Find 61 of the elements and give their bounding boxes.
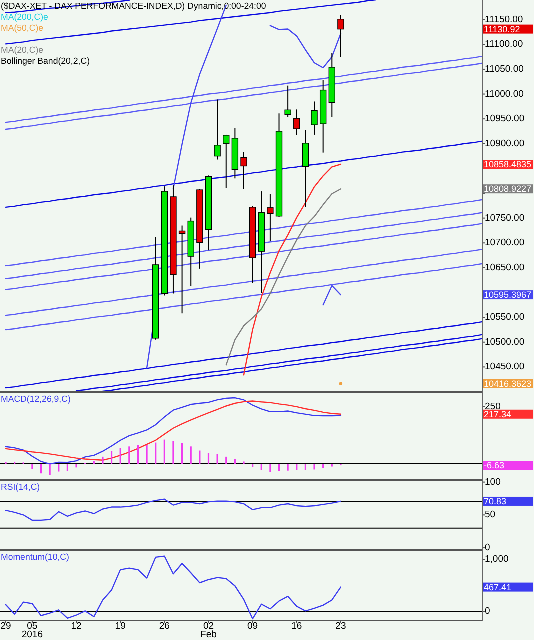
y-tick-label: 10950.00 [485, 114, 525, 125]
candlestick [267, 194, 274, 242]
x-tick-label: 19 [115, 621, 126, 632]
text: RSI(14,C) [1, 482, 40, 492]
candlestick [302, 130, 310, 208]
candlestick [214, 99, 221, 160]
y-tick-label: 1,000 [485, 554, 509, 566]
candlestick [284, 85, 292, 118]
y-tick-label: 467.41 [484, 582, 512, 592]
candlestick [338, 14, 344, 58]
candlestick [311, 101, 318, 136]
text: MA(20,C)e [1, 45, 44, 55]
x-tick-label: 29 [0, 621, 12, 632]
y-tick-label: 10595.3967 [484, 290, 532, 300]
x-tick-label: 02 Feb [200, 621, 217, 640]
x-tick-label: 26 [159, 621, 170, 632]
line-series [5, 321, 482, 389]
y-tick-label: 0 [485, 606, 490, 618]
line-series [5, 248, 482, 316]
line-series [5, 498, 342, 522]
y-tick-label: 100 [485, 476, 501, 488]
candlestick [294, 109, 300, 136]
text: Momentum(10,C) [1, 552, 70, 562]
y-tick-label: 70.83 [484, 496, 507, 506]
candlestick [240, 152, 248, 190]
x-tick-label: 09 [248, 621, 258, 632]
x-tick-label: 16 [292, 621, 302, 632]
x-tick-label: 12 [71, 621, 82, 632]
y-tick-label: 10550.00 [485, 312, 525, 324]
line-series [5, 263, 482, 331]
y-tick-label: 10450.00 [485, 362, 525, 373]
line-series [5, 199, 482, 267]
y-tick-label: 10500.00 [485, 336, 525, 348]
line-series [243, 164, 342, 376]
y-tick-label: 50 [485, 510, 496, 521]
y-tick-label: 10808.9227 [484, 184, 532, 194]
line-series [5, 212, 482, 280]
x-tick-label: 05 2016 [22, 621, 44, 640]
y-tick-label: -6.63 [484, 460, 505, 471]
x-tick-label: 23 [336, 621, 346, 632]
y-tick-label: 10750.00 [485, 212, 525, 224]
y-tick-label: 11130.92 [484, 24, 520, 34]
candlestick [223, 134, 230, 189]
legend-label: MA(200,C)e [1, 12, 49, 22]
y-tick-label: 11100.00 [485, 39, 524, 50]
y-tick-label: 10700.00 [485, 238, 525, 249]
text: MA(50,C)e [1, 23, 44, 33]
text: MACD(12,26,9,C) [1, 394, 71, 404]
y-tick-label: 10858.4835 [484, 160, 532, 170]
y-tick-label: 10650.00 [485, 262, 525, 274]
y-tick-label: 11000.00 [485, 88, 524, 100]
line-series [226, 188, 342, 366]
annotation: Bollinger Band(20,2,C) [1, 56, 90, 66]
y-tick-label: 0 [485, 542, 490, 554]
y-tick-label: 11150.00 [485, 14, 524, 26]
y-tick-label: 10416.3623 [484, 378, 532, 389]
line-series [5, 223, 482, 290]
y-tick-label: 11050.00 [485, 64, 524, 75]
y-tick-label: 10900.00 [485, 138, 525, 150]
line-series [5, 140, 482, 208]
candlestick [178, 225, 186, 314]
